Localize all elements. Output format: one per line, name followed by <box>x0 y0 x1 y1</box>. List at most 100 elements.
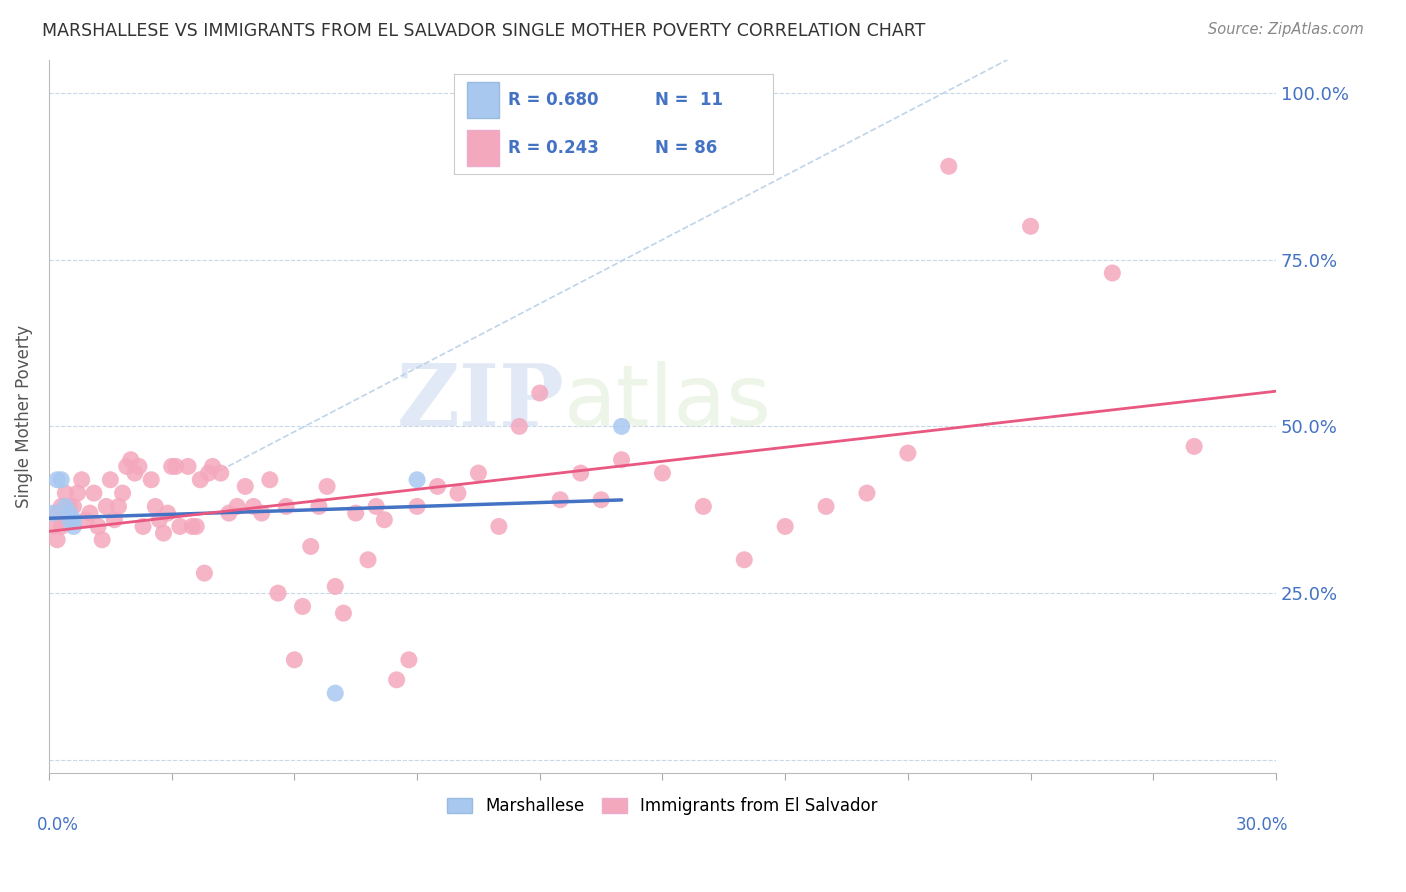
Point <box>651 466 673 480</box>
Point <box>467 466 489 480</box>
Point <box>148 513 170 527</box>
Point <box>124 466 146 480</box>
Point <box>96 500 118 514</box>
Point <box>548 492 571 507</box>
Point <box>856 486 879 500</box>
Point <box>276 500 298 514</box>
Point <box>83 486 105 500</box>
Point <box>51 519 73 533</box>
Point <box>111 486 134 500</box>
Point <box>46 506 69 520</box>
Point <box>344 506 367 520</box>
Point <box>529 386 551 401</box>
Point <box>938 159 960 173</box>
Point <box>508 419 530 434</box>
Point <box>75 513 97 527</box>
Point <box>62 500 84 514</box>
Point <box>226 500 249 514</box>
Point <box>62 519 84 533</box>
Point <box>197 466 219 480</box>
Point <box>569 466 592 480</box>
Point <box>152 526 174 541</box>
Point <box>193 566 215 581</box>
Point <box>58 500 80 514</box>
Point <box>610 452 633 467</box>
Point <box>733 553 755 567</box>
Text: 30.0%: 30.0% <box>1236 816 1288 834</box>
Point <box>447 486 470 500</box>
Point <box>1019 219 1042 234</box>
Point <box>357 553 380 567</box>
Text: 0.0%: 0.0% <box>37 816 79 834</box>
Point <box>323 686 346 700</box>
Point <box>1101 266 1123 280</box>
Point <box>591 492 613 507</box>
Point <box>165 459 187 474</box>
Point <box>209 466 232 480</box>
Point <box>169 519 191 533</box>
Text: Source: ZipAtlas.com: Source: ZipAtlas.com <box>1208 22 1364 37</box>
Point <box>692 500 714 514</box>
Point <box>132 519 155 533</box>
Point <box>160 459 183 474</box>
Point <box>610 419 633 434</box>
Point <box>42 519 65 533</box>
Point <box>186 519 208 533</box>
Point <box>103 513 125 527</box>
Legend: Marshallese, Immigrants from El Salvador: Marshallese, Immigrants from El Salvador <box>440 790 884 822</box>
Point <box>58 506 80 520</box>
Point <box>58 513 80 527</box>
Point <box>128 459 150 474</box>
Point <box>323 579 346 593</box>
Point <box>283 653 305 667</box>
Point <box>773 519 796 533</box>
Point <box>398 653 420 667</box>
Point <box>488 519 510 533</box>
Point <box>316 479 339 493</box>
Point <box>91 533 114 547</box>
Point <box>181 519 204 533</box>
Point <box>143 500 166 514</box>
Point <box>42 506 65 520</box>
Point <box>188 473 211 487</box>
Point <box>426 479 449 493</box>
Point <box>87 519 110 533</box>
Point <box>218 506 240 520</box>
Point <box>51 473 73 487</box>
Point <box>107 500 129 514</box>
Point <box>62 513 84 527</box>
Point <box>332 606 354 620</box>
Point <box>267 586 290 600</box>
Point <box>201 459 224 474</box>
Point <box>242 500 264 514</box>
Point <box>815 500 838 514</box>
Point <box>233 479 256 493</box>
Point <box>98 473 121 487</box>
Point <box>406 500 429 514</box>
Point <box>51 500 73 514</box>
Point <box>250 506 273 520</box>
Point <box>177 459 200 474</box>
Point <box>115 459 138 474</box>
Text: MARSHALLESE VS IMMIGRANTS FROM EL SALVADOR SINGLE MOTHER POVERTY CORRELATION CHA: MARSHALLESE VS IMMIGRANTS FROM EL SALVAD… <box>42 22 925 40</box>
Point <box>156 506 179 520</box>
Point <box>79 506 101 520</box>
Point <box>366 500 388 514</box>
Point <box>897 446 920 460</box>
Text: ZIP: ZIP <box>396 360 564 444</box>
Point <box>53 500 76 514</box>
Text: atlas: atlas <box>564 360 772 443</box>
Point <box>406 473 429 487</box>
Point <box>373 513 395 527</box>
Y-axis label: Single Mother Poverty: Single Mother Poverty <box>15 325 32 508</box>
Point <box>259 473 281 487</box>
Point <box>1182 439 1205 453</box>
Point <box>141 473 163 487</box>
Point <box>308 500 330 514</box>
Point <box>58 513 80 527</box>
Point <box>46 533 69 547</box>
Point <box>385 673 408 687</box>
Point <box>46 473 69 487</box>
Point <box>70 473 93 487</box>
Point <box>53 486 76 500</box>
